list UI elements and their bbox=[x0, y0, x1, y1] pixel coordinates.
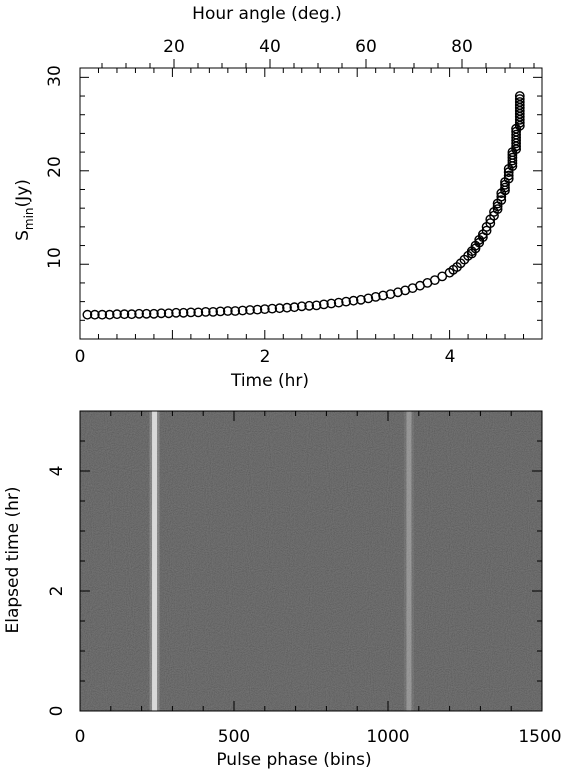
scatter-point bbox=[156, 308, 167, 319]
x-tick-label: 4 bbox=[445, 347, 456, 367]
y-tick-label: 20 bbox=[45, 156, 65, 178]
scatter-point bbox=[333, 297, 344, 308]
top-panel-ticks bbox=[79, 59, 543, 339]
scatter-point bbox=[296, 301, 307, 312]
scatter-point bbox=[311, 300, 322, 311]
scatter-point bbox=[134, 308, 145, 319]
y-axis-label: Elapsed time (hr) bbox=[3, 486, 23, 633]
scatter-point bbox=[514, 91, 525, 101]
scatter-point bbox=[304, 300, 315, 311]
scatter-point bbox=[481, 225, 492, 236]
x-axis-label: Time (hr) bbox=[230, 371, 309, 391]
scatter-point bbox=[363, 293, 374, 304]
y-axis-label-subscript: min bbox=[22, 207, 36, 230]
scatter-point bbox=[163, 308, 174, 319]
scatter-point bbox=[503, 173, 514, 184]
y-axis-label: Smin(Jy) bbox=[13, 179, 36, 241]
scatter-point bbox=[341, 296, 351, 307]
x-tick-label: 0 bbox=[75, 727, 86, 747]
scatter-point bbox=[215, 306, 226, 317]
y-axis-label-unit: (Jy) bbox=[13, 179, 33, 207]
heatmap-pulses bbox=[149, 411, 414, 711]
scatter-point bbox=[104, 309, 115, 320]
y-tick-label: 0 bbox=[47, 706, 67, 717]
scatter-point bbox=[171, 307, 182, 318]
scatter-point bbox=[148, 308, 159, 319]
y-tick-label: 4 bbox=[47, 466, 67, 477]
scatter-point bbox=[289, 302, 300, 313]
scatter-point bbox=[282, 302, 292, 313]
scatter-point bbox=[200, 306, 211, 317]
pulse-glow bbox=[403, 411, 414, 711]
x-tick-label: 500 bbox=[218, 727, 250, 747]
scatter-point bbox=[485, 218, 496, 229]
y-tick-label: 10 bbox=[45, 247, 65, 269]
y-tick-label: 2 bbox=[47, 586, 67, 597]
scatter-point bbox=[185, 307, 196, 318]
scatter-point bbox=[252, 304, 263, 315]
scatter-point bbox=[259, 304, 270, 314]
scatter-point bbox=[267, 303, 278, 314]
scatter-point bbox=[141, 308, 152, 319]
x-tick-label: 0 bbox=[75, 347, 86, 367]
scatter-point bbox=[274, 303, 285, 314]
top-tick-label: 80 bbox=[451, 37, 473, 57]
scatter-point bbox=[318, 299, 329, 310]
top-tick-label: 40 bbox=[259, 37, 281, 57]
scatter-point bbox=[326, 298, 337, 309]
top-tick-label: 20 bbox=[163, 37, 185, 57]
scatter-point bbox=[82, 309, 93, 320]
scatter-point bbox=[178, 307, 189, 318]
scatter-point bbox=[222, 306, 233, 316]
scatter-point bbox=[193, 307, 204, 318]
scatter-points bbox=[82, 91, 525, 320]
scatter-point bbox=[126, 309, 137, 320]
heatmap-noise bbox=[80, 411, 542, 711]
top-axis-label: Hour angle (deg.) bbox=[192, 4, 342, 24]
scatter-point bbox=[392, 287, 403, 298]
x-axis-label: Pulse phase (bins) bbox=[216, 750, 371, 769]
bottom-panel: 0 500 1000 1500 Pulse phase (bins) 0 2 4… bbox=[3, 410, 562, 769]
scatter-point bbox=[119, 309, 130, 320]
scatter-point bbox=[355, 294, 366, 305]
scatter-point bbox=[348, 295, 359, 306]
scatter-point bbox=[514, 97, 525, 107]
scatter-point bbox=[511, 129, 521, 140]
x-tick-label: 2 bbox=[260, 347, 271, 367]
scatter-point bbox=[237, 305, 248, 316]
top-panel: Hour angle (deg.) 20 40 60 80 0 2 4 Time… bbox=[13, 4, 543, 391]
scatter-point bbox=[378, 290, 388, 301]
scatter-point bbox=[89, 309, 100, 320]
scatter-point bbox=[370, 291, 381, 302]
y-tick-label: 30 bbox=[45, 65, 65, 87]
scatter-point bbox=[112, 309, 122, 320]
top-plot-frame bbox=[79, 67, 543, 340]
x-tick-label: 1500 bbox=[518, 727, 561, 747]
scatter-point bbox=[514, 94, 525, 104]
scatter-point bbox=[97, 309, 108, 320]
scatter-point bbox=[230, 306, 241, 316]
scatter-point bbox=[500, 182, 510, 193]
x-tick-label: 1000 bbox=[366, 727, 409, 747]
bottom-panel-ticks bbox=[79, 410, 543, 712]
top-tick-label: 60 bbox=[355, 37, 377, 57]
pulse-band bbox=[152, 411, 158, 711]
y-axis-label-main: S bbox=[13, 230, 33, 241]
pulse-band bbox=[406, 411, 412, 711]
scatter-point bbox=[496, 195, 507, 206]
scatter-point bbox=[507, 152, 518, 163]
scatter-point bbox=[503, 170, 514, 181]
scatter-point bbox=[492, 204, 503, 215]
scatter-point bbox=[208, 306, 219, 317]
scatter-point bbox=[245, 305, 255, 315]
